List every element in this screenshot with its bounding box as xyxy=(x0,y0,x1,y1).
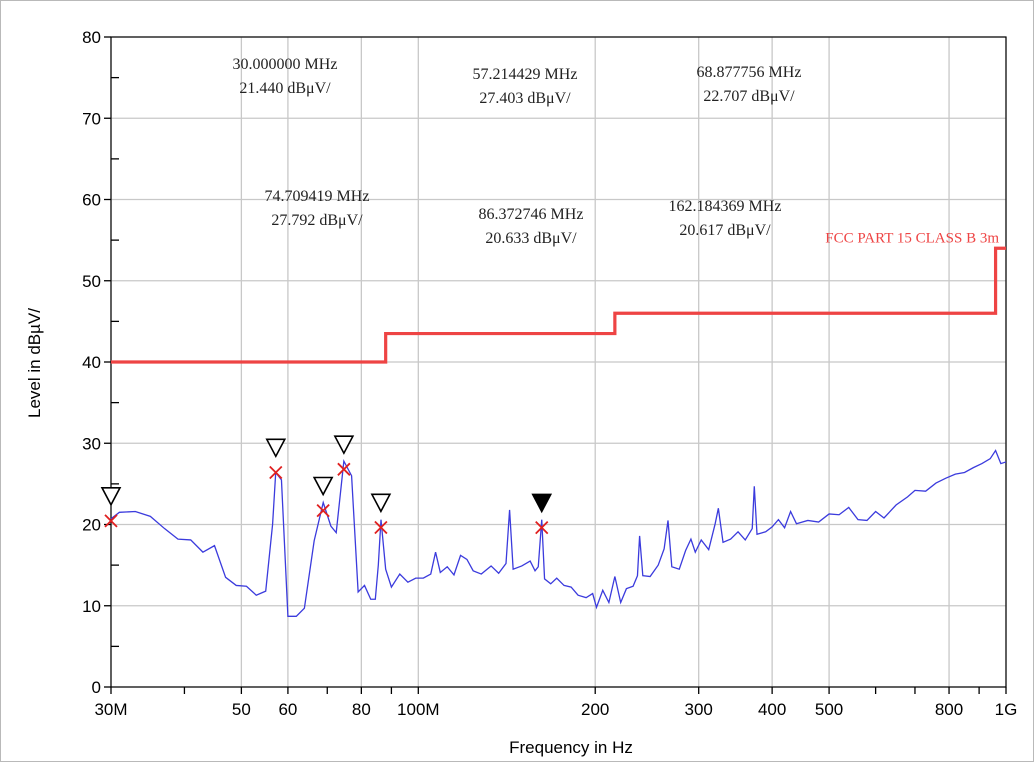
peak-marker-triangle xyxy=(265,438,287,459)
y-tick-label: 50 xyxy=(82,272,101,291)
marker-level-label: 21.440 dBμV/ xyxy=(239,80,331,97)
y-tick-label: 10 xyxy=(82,597,101,616)
peak-marker-x xyxy=(535,520,549,535)
marker-frequency-label: 57.214429 MHz xyxy=(473,66,578,83)
x-tick-label: 100M xyxy=(397,700,440,719)
y-tick-label: 80 xyxy=(82,28,101,47)
marker-level-label: 22.707 dBμV/ xyxy=(703,88,795,105)
axes: 30M 50 60 80 100M 200 300 400 500 800 1G 0 10 20 30 40 5… xyxy=(82,28,1017,719)
measurement-trace xyxy=(110,449,1007,617)
annotation-layer: 30.000000 MHz 21.440 dBμV/57.214429 MHz 27… xyxy=(233,56,802,247)
y-tick-label: 70 xyxy=(82,109,101,128)
x-tick-label: 500 xyxy=(815,700,843,719)
marker-frequency-label: 74.709419 MHz xyxy=(265,188,370,205)
marker-level-label: 20.633 dBμV/ xyxy=(485,230,577,247)
marker-frequency-label: 68.877756 MHz xyxy=(697,64,802,81)
trace-layer xyxy=(110,449,1007,617)
x-tick-label: 30M xyxy=(94,700,127,719)
x-tick-label: 800 xyxy=(935,700,963,719)
marker-level-label: 27.792 dBμV/ xyxy=(271,212,363,229)
y-tick-label: 0 xyxy=(92,678,101,697)
y-tick-label: 40 xyxy=(82,353,101,372)
peak-marker-x xyxy=(269,465,283,480)
peak-marker-triangle xyxy=(333,435,355,455)
peak-marker-x xyxy=(337,462,351,476)
x-tick-label: 300 xyxy=(685,700,713,719)
x-tick-label: 1G xyxy=(995,700,1018,719)
marker-layer xyxy=(100,435,553,535)
x-tick-label: 400 xyxy=(758,700,786,719)
y-axis-title: Level in dBµV/ xyxy=(25,308,44,418)
marker-frequency-label: 162.184369 MHz xyxy=(669,198,782,215)
peak-marker-x xyxy=(316,503,330,518)
marker-frequency-label: 30.000000 MHz xyxy=(233,56,338,73)
x-tick-label: 60 xyxy=(278,700,297,719)
y-tick-label: 20 xyxy=(82,516,101,535)
limit-line-label: FCC PART 15 CLASS B 3m xyxy=(825,230,999,246)
marker-frequency-label: 86.372746 MHz xyxy=(479,206,584,223)
peak-marker-x xyxy=(104,514,118,528)
marker-level-label: 20.617 dBμV/ xyxy=(679,222,771,239)
limit-line-layer: FCC PART 15 CLASS B 3m xyxy=(111,230,1006,364)
peak-marker-x xyxy=(374,520,388,535)
y-tick-label: 30 xyxy=(82,434,101,453)
x-tick-label: 50 xyxy=(232,700,251,719)
peak-marker-triangle xyxy=(531,493,553,514)
limit-line xyxy=(111,246,1006,364)
x-tick-label: 80 xyxy=(352,700,371,719)
peak-marker-triangle xyxy=(100,487,122,507)
x-axis-title: Frequency in Hz xyxy=(509,738,633,757)
x-tick-label: 200 xyxy=(581,700,609,719)
marker-level-label: 27.403 dBμV/ xyxy=(479,90,571,107)
y-tick-label: 60 xyxy=(82,191,101,210)
peak-marker-triangle xyxy=(312,476,334,497)
peak-marker-triangle xyxy=(370,493,392,514)
